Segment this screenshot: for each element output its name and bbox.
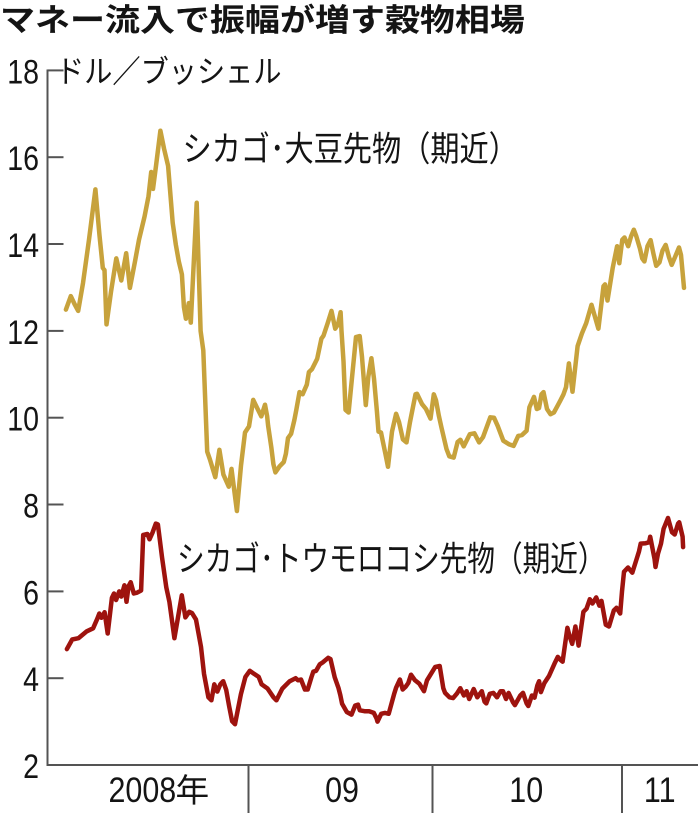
svg-text:14: 14 [7,227,39,265]
svg-text:10: 10 [509,770,543,809]
svg-text:10: 10 [7,400,39,438]
svg-text:18: 18 [7,53,39,91]
svg-text:11: 11 [644,770,676,809]
svg-text:2: 2 [23,748,39,786]
svg-text:4: 4 [23,661,39,699]
svg-text:2008: 2008 [109,770,177,809]
svg-text:6: 6 [23,574,39,612]
svg-text:12: 12 [7,314,39,352]
svg-text:8: 8 [23,487,39,525]
svg-text:09: 09 [325,770,359,809]
svg-text:16: 16 [7,140,39,178]
